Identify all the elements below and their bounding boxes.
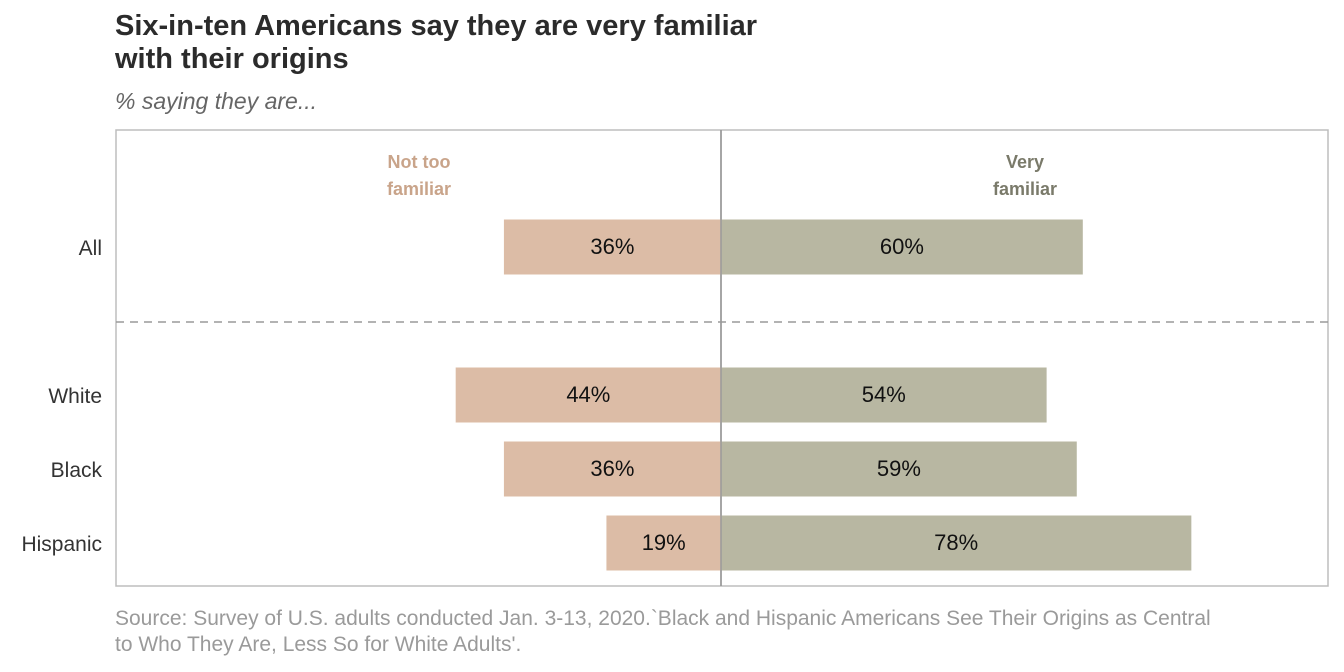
legend-label-not-too-familiar: familiar [387, 179, 451, 199]
legend-label-very-familiar: Very [1006, 152, 1044, 172]
bar-not-too-familiar-white [455, 367, 721, 423]
data-label-not-too-familiar-hispanic: 19% [642, 530, 686, 555]
data-label-not-too-familiar-all: 36% [590, 234, 634, 259]
legend-label-not-too-familiar: Not too [388, 152, 451, 172]
chart-subtitle: % saying they are... [115, 88, 317, 114]
category-label-all: All [79, 237, 102, 260]
bar-very-familiar-black [721, 441, 1077, 497]
bar-very-familiar-white [721, 367, 1047, 423]
category-label-white: White [48, 385, 102, 408]
bar-not-too-familiar-hispanic [606, 515, 721, 571]
source-note: Source: Survey of U.S. adults conducted … [115, 607, 1211, 656]
bar-not-too-familiar-all [503, 219, 721, 275]
category-label-black: Black [51, 459, 103, 482]
data-label-not-too-familiar-black: 36% [590, 456, 634, 481]
data-label-very-familiar-hispanic: 78% [934, 530, 978, 555]
data-label-very-familiar-white: 54% [862, 382, 906, 407]
bar-not-too-familiar-black [503, 441, 721, 497]
plot-frame [115, 129, 1329, 587]
data-label-very-familiar-all: 60% [880, 234, 924, 259]
chart-title: Six-in-ten Americans say they are very f… [115, 10, 758, 75]
bar-very-familiar-hispanic [721, 515, 1192, 571]
data-label-very-familiar-black: 59% [877, 456, 921, 481]
legend-label-very-familiar: familiar [993, 179, 1057, 199]
bar-very-familiar-all [721, 219, 1083, 275]
category-label-hispanic: Hispanic [21, 533, 102, 556]
data-label-not-too-familiar-white: 44% [566, 382, 610, 407]
